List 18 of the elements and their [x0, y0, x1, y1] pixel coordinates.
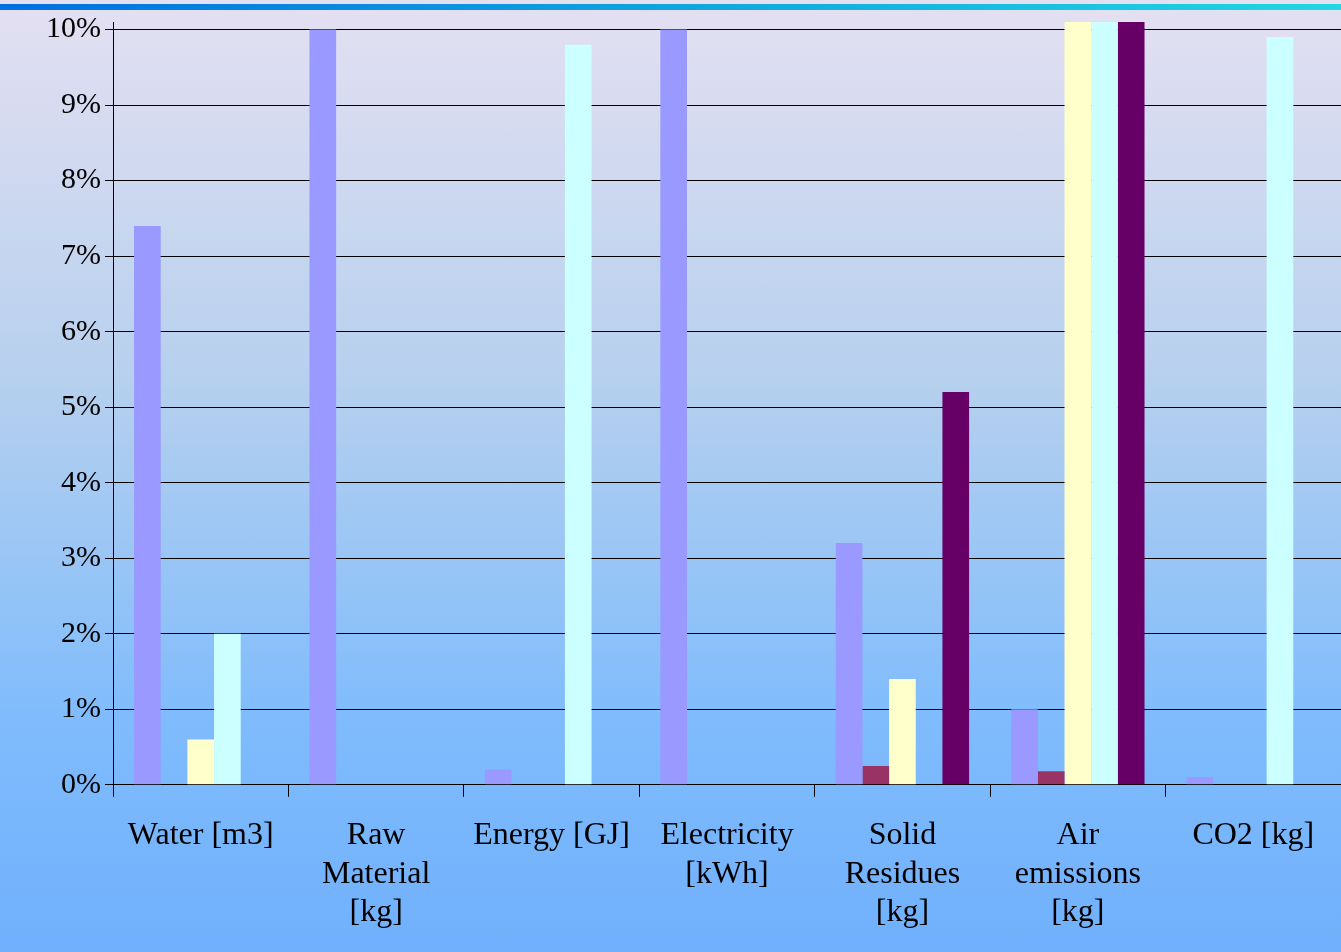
y-tick-label: 10% — [46, 10, 101, 44]
y-tick-label: 7% — [61, 237, 101, 270]
y-tick-label: 1% — [61, 690, 101, 724]
y-tick-label: 0% — [61, 765, 101, 799]
x-tick-label: CO2 [kg] — [1192, 815, 1315, 852]
x-tick-label: Energy [GJ] — [473, 815, 630, 852]
y-tick-label: 3% — [61, 539, 101, 573]
y-tick-label: 9% — [61, 85, 101, 119]
x-tick-label: Solid Residues [kg] — [844, 815, 961, 929]
y-tick-label: 8% — [61, 161, 101, 195]
y-tick-label: 6% — [61, 312, 101, 346]
x-tick-label: Electricity [kWh] — [660, 815, 794, 890]
x-tick-label: Raw Material [kg] — [321, 815, 431, 929]
x-tick-label: Water [m3] — [127, 815, 274, 852]
x-tick-label: Air emissions [kg] — [1014, 815, 1141, 929]
y-tick-label: 4% — [61, 463, 101, 497]
y-tick-label: 2% — [61, 614, 101, 648]
y-tick-label: 5% — [61, 388, 101, 422]
